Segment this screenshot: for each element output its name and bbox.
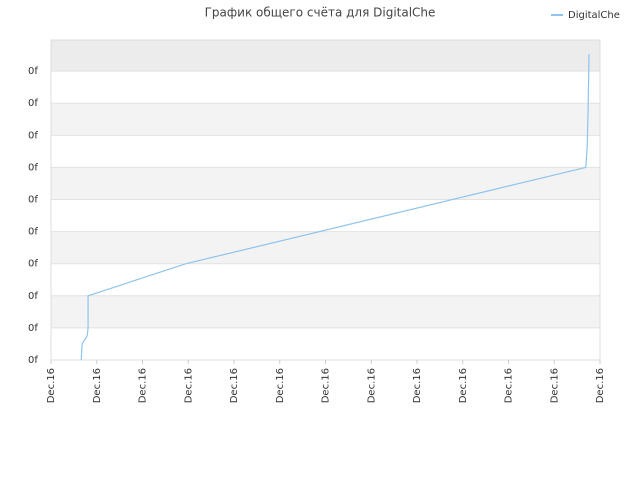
data-line [80,54,590,361]
y-tick-label: 0f [28,162,38,173]
x-tick-label: Dec.16 [275,368,286,403]
x-tick-label: Dec.16 [321,368,332,403]
y-tick-label: 0f [28,66,38,77]
x-tick-label: Dec.16 [366,368,377,403]
x-tick-label: Dec.16 [595,368,606,403]
y-tick-label: 0f [28,259,38,270]
x-tick-label: Dec.16 [504,368,515,403]
y-tick-label: 0f [28,227,38,238]
chart-title: График общего счёта для DigitalChe [205,6,436,20]
x-tick-label: Dec.16 [549,368,560,403]
y-tick-label: 0f [28,195,38,206]
grid-band [51,231,600,264]
x-tick-label: Dec.16 [412,368,423,403]
x-tick-label: Dec.16 [458,368,469,403]
grid-band [51,167,600,200]
x-tick-label: Dec.16 [138,368,149,403]
x-tick-label: Dec.16 [183,368,194,403]
y-tick-label: 0f [28,323,38,334]
x-tick-label: Dec.16 [229,368,240,403]
grid-band [51,295,600,328]
y-tick-label: 0f [28,355,38,366]
grid-band [51,103,600,136]
x-tick-label: Dec.16 [46,368,57,403]
y-tick-label: 0f [28,98,38,109]
y-tick-label: 0f [28,291,38,302]
y-tick-label: 0f [28,130,38,141]
grid-band [51,40,600,72]
x-tick-label: Dec.16 [92,368,103,403]
legend-label: DigitalChe [568,10,620,21]
